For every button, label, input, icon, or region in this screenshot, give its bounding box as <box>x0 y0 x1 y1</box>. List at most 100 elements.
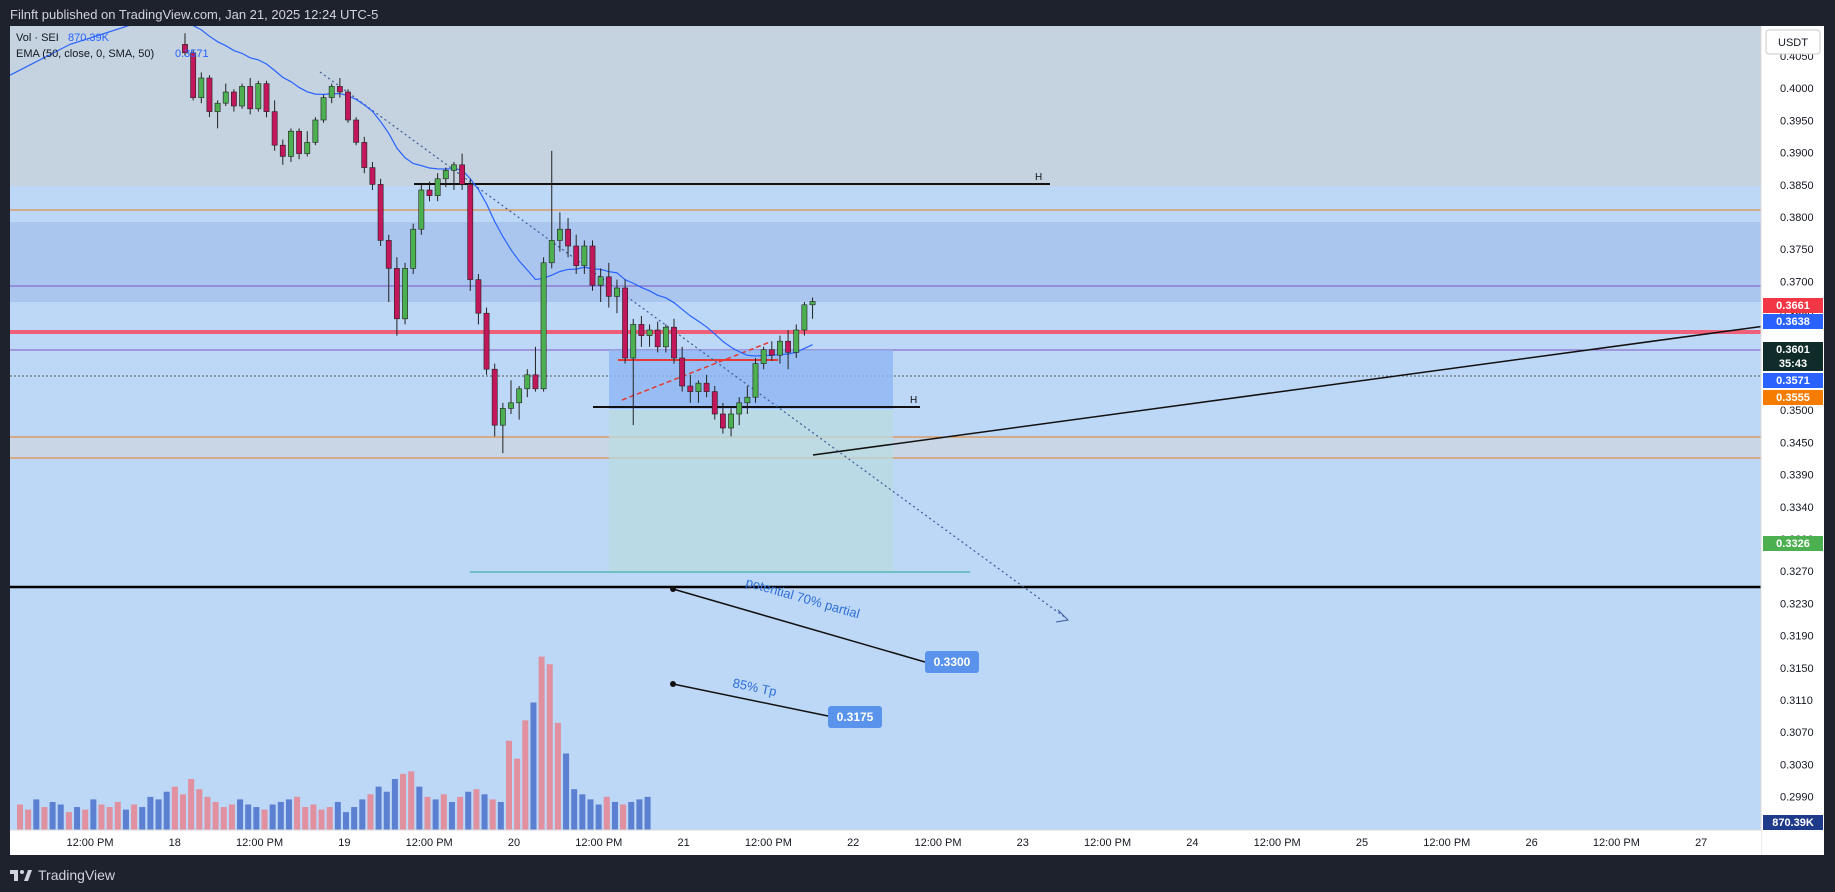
candle <box>328 83 335 104</box>
volume-bar <box>196 789 203 830</box>
volume-bar <box>326 807 333 830</box>
candle <box>247 78 254 115</box>
price-tag: 0.3601 <box>1763 342 1823 357</box>
volume-bar <box>122 809 129 830</box>
candle <box>646 324 653 347</box>
volume-bar <box>269 804 276 830</box>
volume-bar <box>253 807 260 830</box>
price-chart[interactable]: H H 0.3300 potential 70% partial 0.3175 … <box>9 18 1825 855</box>
candle <box>573 234 580 274</box>
currency-button[interactable]: USDT <box>1765 29 1821 55</box>
x-tick-label: 12:00 PM <box>66 837 113 849</box>
x-tick-label: 21 <box>677 837 689 849</box>
candle <box>393 257 400 336</box>
volume-bar <box>343 812 349 830</box>
volume-bar <box>367 794 374 830</box>
volume-bar <box>465 791 472 830</box>
target-2-label: 0.3175 <box>837 710 874 724</box>
currency-label: USDT <box>1778 37 1808 49</box>
volume-bar <box>383 791 390 830</box>
y-tick-label: 0.3450 <box>1780 437 1814 449</box>
candle <box>508 380 514 414</box>
volume-bar <box>595 804 602 830</box>
candle <box>679 346 686 392</box>
volume-bar <box>188 779 195 830</box>
candle <box>304 131 311 157</box>
entry-dashed-line <box>621 341 771 401</box>
x-tick-label: 12:00 PM <box>1423 837 1470 849</box>
volume-bar <box>228 804 235 830</box>
volume-bar <box>546 664 553 830</box>
candle <box>263 80 270 118</box>
volume-bar <box>587 799 594 830</box>
legend-vol-label: Vol · SEI <box>16 32 59 44</box>
volume-bar <box>497 801 504 830</box>
volume-bar <box>285 799 292 830</box>
volume-bar <box>212 801 219 830</box>
upper-supply-zone <box>10 26 1761 186</box>
volume-bar <box>530 702 537 830</box>
candle <box>516 386 523 420</box>
x-axis-ticks: 12:00 PM 18 12:00 PM 19 12:00 PM 20 12:00 PM 21… <box>66 837 1707 849</box>
volume-bar <box>408 771 415 830</box>
volume-bar <box>261 809 268 830</box>
volume-bar <box>448 801 455 830</box>
y-tick-label: 0.3030 <box>1780 759 1814 771</box>
candle <box>499 402 506 454</box>
y-tick-label: 0.3900 <box>1780 148 1814 160</box>
volume-bar <box>294 796 301 830</box>
volume-bar <box>440 794 447 830</box>
candle <box>703 374 710 398</box>
volume-bar <box>57 804 64 830</box>
x-tick-label: 12:00 PM <box>1084 837 1131 849</box>
volume-bar <box>245 804 252 830</box>
trend-line-up <box>812 317 1825 456</box>
volume-bar <box>204 796 211 830</box>
svg-text:0.3661: 0.3661 <box>1776 300 1810 312</box>
volume-bar <box>90 799 97 830</box>
candles <box>182 33 816 454</box>
target-1-badge[interactable]: 0.3300 <box>925 651 979 673</box>
x-tick-label: 27 <box>1695 837 1707 849</box>
h-level-marker-2: H <box>910 395 917 406</box>
candle <box>418 184 425 235</box>
candle <box>532 346 539 392</box>
volume-bar <box>351 807 358 830</box>
x-tick-label: 24 <box>1186 837 1198 849</box>
price-tag: 0.3571 <box>1763 373 1823 388</box>
price-tag: 0.3555 <box>1763 390 1823 405</box>
candle <box>434 173 441 202</box>
brand[interactable]: TradingView <box>10 867 115 883</box>
candle <box>736 397 743 426</box>
volume-bar <box>41 807 48 830</box>
candle <box>687 374 694 403</box>
volume-bar <box>163 791 170 830</box>
volume-bar <box>514 758 521 830</box>
target-2-badge[interactable]: 0.3175 <box>828 706 882 728</box>
volume-bar <box>171 786 178 830</box>
y-tick-label: 0.3070 <box>1780 727 1814 739</box>
volume-bar <box>65 812 72 830</box>
candle <box>451 162 457 190</box>
candle <box>581 240 588 274</box>
publisher-bar: Filnft published on TradingView.com, Jan… <box>0 0 1835 26</box>
candle <box>809 297 816 319</box>
volume-bar <box>506 740 512 830</box>
resistance-zone <box>10 222 1761 302</box>
target-1-label: 0.3300 <box>934 655 971 669</box>
candle <box>369 162 376 190</box>
chart-area[interactable]: H H 0.3300 potential 70% partial 0.3175 … <box>9 18 1825 855</box>
x-tick-label: 12:00 PM <box>745 837 792 849</box>
volume-bar <box>334 801 341 830</box>
candle <box>288 128 294 162</box>
svg-text:0.3555: 0.3555 <box>1776 392 1810 404</box>
candle <box>410 223 417 274</box>
publisher-text: Filnft published on TradingView.com, Jan… <box>10 7 379 22</box>
svg-text:870.39K: 870.39K <box>1772 817 1814 829</box>
y-tick-label: 0.3850 <box>1780 180 1814 192</box>
candle <box>312 117 319 146</box>
x-tick-label: 19 <box>338 837 350 849</box>
volume-bar <box>620 804 627 830</box>
candle <box>182 33 188 56</box>
candle <box>345 89 351 123</box>
